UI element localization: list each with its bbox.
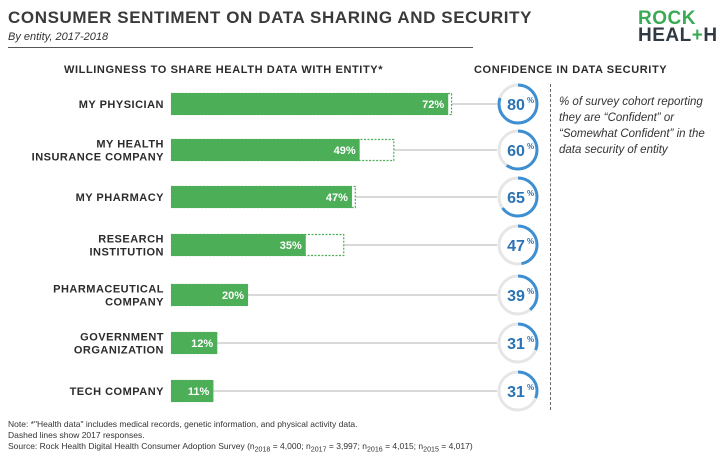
logo-line-1: ROCK — [638, 8, 696, 29]
category-label: PHARMACEUTICAL — [53, 284, 164, 296]
confidence-percent-sign: % — [527, 287, 534, 296]
bar-value-label: 35% — [280, 240, 302, 252]
bar-2018 — [171, 139, 360, 161]
footnote-dashed: Dashed lines show 2017 responses. — [8, 430, 145, 440]
confidence-value: 31 — [507, 384, 525, 401]
confidence-header: CONFIDENCE IN DATA SECURITY — [474, 64, 668, 76]
category-label: TECH COMPANY — [70, 386, 165, 398]
title-divider — [8, 47, 473, 48]
bar-value-label: 11% — [188, 386, 210, 398]
confidence-ring-arc — [497, 83, 539, 125]
confidence-value: 65 — [507, 190, 525, 207]
n2017-sub: 2017 — [310, 445, 327, 454]
confidence-percent-sign: % — [527, 383, 534, 392]
confidence-percent-sign: % — [527, 237, 534, 246]
page-title: CONSUMER SENTIMENT ON DATA SHARING AND S… — [8, 8, 533, 27]
confidence-ring-arc — [497, 129, 539, 171]
n2015-sub: 2015 — [423, 445, 439, 454]
logo-text-b: H — [703, 25, 718, 46]
legend-divider — [550, 84, 551, 410]
willingness-header: WILLINGNESS TO SHARE HEALTH DATA WITH EN… — [64, 64, 384, 76]
confidence-value: 60 — [507, 143, 525, 160]
category-label: RESEARCH — [98, 234, 164, 246]
category-label: COMPANY — [105, 297, 164, 309]
footnotes: Note: *"Health data" includes medical re… — [8, 419, 473, 456]
confidence-value: 80 — [507, 97, 525, 114]
bar-2018 — [171, 284, 248, 306]
confidence-ring-arc — [497, 274, 539, 316]
confidence-value: 47 — [507, 238, 525, 255]
footnote-source: Source: Rock Health Digital Health Consu… — [8, 441, 473, 456]
bar-2018 — [171, 332, 218, 354]
confidence-legend-note: % of survey cohort reporting they are “C… — [559, 96, 705, 156]
logo-text-a: HEAL — [638, 25, 692, 46]
bar-2018 — [171, 380, 214, 402]
n2018-sub: 2018 — [254, 445, 271, 454]
logo-line-2: HEAL+H — [638, 25, 717, 46]
category-label: ORGANIZATION — [74, 345, 164, 357]
category-label: MY HEALTH — [96, 139, 164, 151]
confidence-percent-sign: % — [527, 96, 534, 105]
n2016-val: = 4,015; n — [382, 441, 424, 451]
category-label: INSTITUTION — [89, 247, 164, 259]
bar-value-label: 12% — [191, 338, 213, 350]
bar-value-label: 72% — [422, 99, 444, 111]
category-label: INSURANCE COMPANY — [32, 152, 165, 164]
n2015-val: = 4,017) — [438, 441, 473, 451]
confidence-ring-arc — [497, 176, 539, 218]
n2016-sub: 2016 — [366, 445, 383, 454]
category-label: MY PHYSICIAN — [79, 99, 164, 111]
page-subtitle: By entity, 2017-2018 — [8, 31, 109, 43]
confidence-ring-arc — [497, 370, 539, 412]
confidence-percent-sign: % — [527, 142, 534, 151]
confidence-percent-sign: % — [527, 335, 534, 344]
bar-value-label: 47% — [326, 192, 348, 204]
source-text: Source: Rock Health Digital Health Consu… — [8, 441, 255, 451]
bar-2018 — [171, 234, 306, 256]
n2018-val: = 4,000; n — [270, 441, 311, 451]
confidence-ring-arc — [497, 224, 539, 266]
bar-value-label: 20% — [222, 290, 244, 302]
confidence-ring-arc — [497, 322, 539, 364]
confidence-value: 31 — [507, 336, 525, 353]
category-label: GOVERNMENT — [80, 332, 164, 344]
category-label: MY PHARMACY — [76, 192, 165, 204]
bar-value-label: 49% — [334, 145, 356, 157]
footnote-health-data: Note: *"Health data" includes medical re… — [8, 419, 358, 429]
bar-2018 — [171, 93, 449, 115]
n2017-val: = 3,997; n — [326, 441, 367, 451]
rock-health-logo: ROCK HEAL+H — [638, 8, 717, 46]
confidence-percent-sign: % — [527, 189, 534, 198]
bar-2018 — [171, 186, 352, 208]
logo-plus-icon: + — [691, 25, 704, 46]
confidence-value: 39 — [507, 288, 525, 305]
